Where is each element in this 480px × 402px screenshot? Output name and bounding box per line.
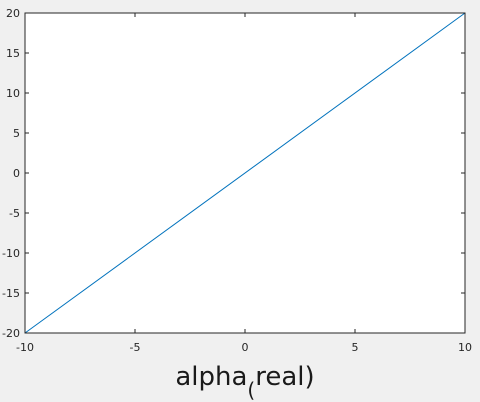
x-tick-label: 10 — [458, 341, 472, 354]
y-tick-label: 10 — [6, 87, 20, 100]
ticks-layer: -10 -5 0 5 10 -20 -15 -10 -5 0 5 10 15 20 — [2, 7, 472, 354]
x-axis-label-tail: real) — [255, 362, 314, 392]
x-tick-label: 0 — [242, 341, 249, 354]
series-line-0 — [24, 12, 466, 334]
y-tick-label: -10 — [2, 247, 20, 260]
x-tick-label: 5 — [352, 341, 359, 354]
y-tick-label: -20 — [2, 327, 20, 340]
y-tick-label: -15 — [2, 287, 20, 300]
x-tick-label: -10 — [16, 341, 34, 354]
y-tick-label: -5 — [9, 207, 20, 220]
y-tick-label: 0 — [13, 167, 20, 180]
series-layer — [24, 12, 466, 334]
y-tick-label: 15 — [6, 47, 20, 60]
x-axis-label-base: alpha — [175, 362, 247, 392]
x-tick-label: -5 — [130, 341, 141, 354]
x-axis-label: alpha(real) — [175, 362, 314, 402]
y-tick-label: 20 — [6, 7, 20, 20]
y-tick-label: 5 — [13, 127, 20, 140]
x-axis-label-sub: ( — [247, 378, 255, 402]
